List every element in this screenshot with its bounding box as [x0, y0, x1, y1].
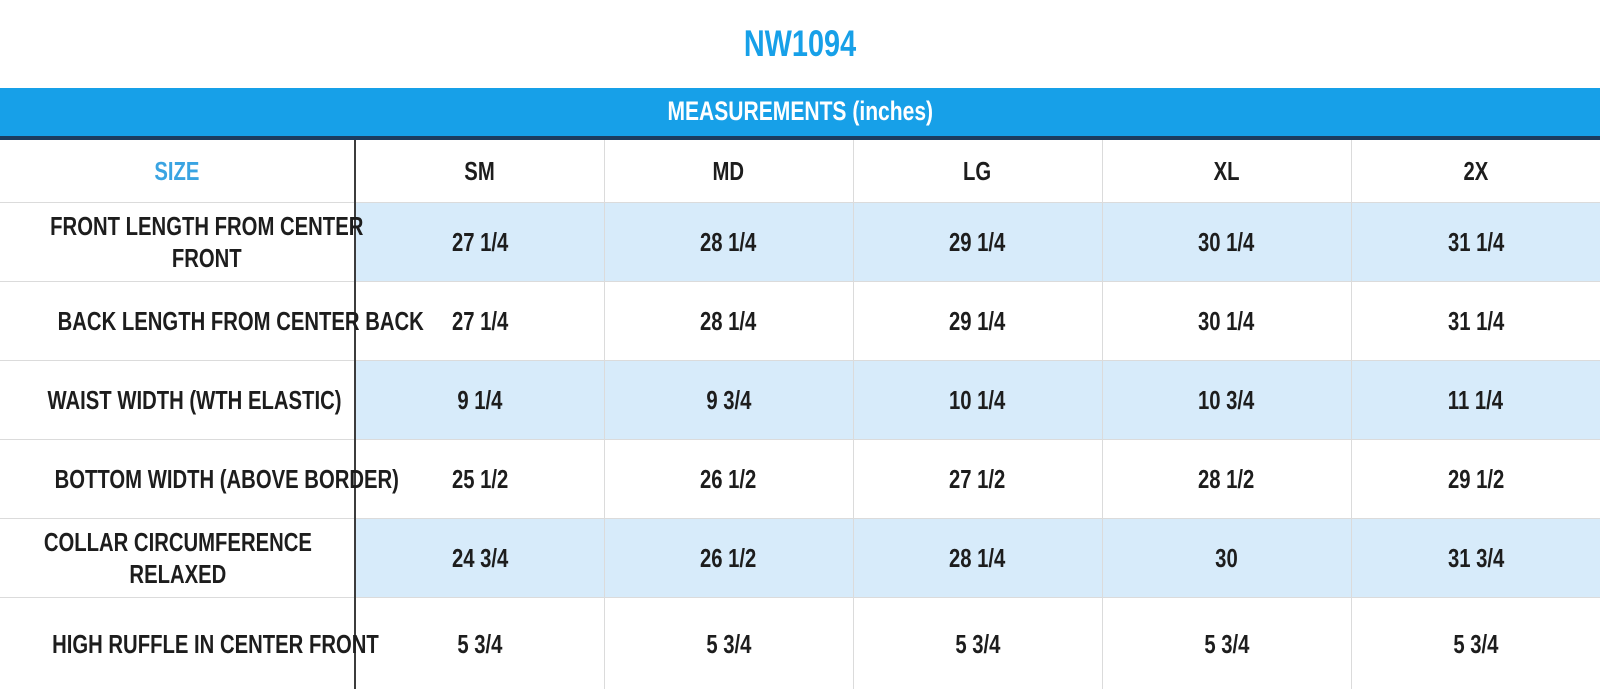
measurement-cell: 28 1/4 [603, 281, 853, 361]
measurement-value: 27 1/4 [451, 305, 508, 336]
row-label: FRONT LENGTH FROM CENTER FRONT [50, 210, 364, 274]
table-row-bottom-width: BOTTOM WIDTH (ABOVE BORDER) 25 1/2 26 1/… [0, 439, 1600, 519]
row-label: COLLAR CIRCUMFERENCE RELAXED [43, 526, 312, 590]
measurement-cell: 31 1/4 [1350, 281, 1600, 361]
measurement-cell: 27 1/4 [354, 281, 604, 361]
measurement-cell: 27 1/4 [354, 202, 604, 282]
measurement-cell: 31 1/4 [1350, 202, 1600, 282]
measurement-value: 10 1/4 [949, 384, 1006, 415]
measurement-value: 5 3/4 [1203, 628, 1250, 659]
column-header-md: MD [603, 138, 853, 203]
measurement-value: 31 1/4 [1447, 305, 1504, 336]
measurement-cell: 5 3/4 [852, 597, 1102, 689]
banner-title: MEASUREMENTS (inches) [667, 96, 933, 127]
column-label: MD [712, 155, 745, 186]
measurement-value: 30 [1215, 542, 1238, 573]
measurement-cell: 29 1/4 [852, 202, 1102, 282]
banner-row: MEASUREMENTS (inches) [0, 88, 1600, 140]
measurement-value: 28 1/2 [1198, 463, 1255, 494]
measurement-cell: 26 1/2 [603, 518, 853, 598]
row-label-cell: BOTTOM WIDTH (ABOVE BORDER) [0, 439, 399, 519]
measurement-value: 26 1/2 [700, 542, 757, 573]
measurement-value: 31 1/4 [1447, 226, 1504, 257]
column-label: LG [963, 155, 992, 186]
measurement-cell: 28 1/4 [852, 518, 1102, 598]
size-corner-header: SIZE [0, 138, 355, 203]
row-label-cell: BACK LENGTH FROM CENTER BACK [0, 281, 424, 361]
measurement-cell: 24 3/4 [354, 518, 604, 598]
measurement-value: 11 1/4 [1448, 384, 1504, 415]
measurement-value: 5 3/4 [954, 628, 1001, 659]
measurement-cell: 27 1/2 [852, 439, 1102, 519]
measurement-cell: 25 1/2 [354, 439, 604, 519]
table-row-back-length: BACK LENGTH FROM CENTER BACK 27 1/4 28 1… [0, 281, 1600, 361]
row-label-cell: WAIST WIDTH (WTH ELASTIC) [0, 360, 355, 440]
table-row-front-length: FRONT LENGTH FROM CENTER FRONT 27 1/4 28… [0, 202, 1600, 282]
column-label: 2X [1463, 155, 1489, 186]
measurement-cell: 10 1/4 [852, 360, 1102, 440]
measurement-value: 26 1/2 [700, 463, 757, 494]
table-row-high-ruffle: HIGH RUFFLE IN CENTER FRONT 5 3/4 5 3/4 … [0, 597, 1600, 689]
measurement-cell: 5 3/4 [1350, 597, 1600, 689]
measurement-value: 25 1/2 [451, 463, 508, 494]
measurement-value: 29 1/4 [949, 226, 1006, 257]
measurement-value: 30 1/4 [1198, 226, 1255, 257]
column-header-sm: SM [354, 138, 604, 203]
measurement-cell: 9 3/4 [603, 360, 853, 440]
column-header-2x: 2X [1350, 138, 1600, 203]
measurement-cell: 29 1/2 [1350, 439, 1600, 519]
measurement-cell: 30 1/4 [1101, 281, 1351, 361]
row-label: BACK LENGTH FROM CENTER BACK [57, 305, 424, 336]
measurement-cell: 5 3/4 [1101, 597, 1351, 689]
measurement-cell: 31 3/4 [1350, 518, 1600, 598]
measurement-value: 9 1/4 [457, 384, 503, 415]
measurement-cell: 28 1/2 [1101, 439, 1351, 519]
column-header-xl: XL [1101, 138, 1351, 203]
measurement-value: 27 1/4 [451, 226, 508, 257]
title-area: NW1094 [0, 0, 1600, 88]
row-label: WAIST WIDTH (WTH ELASTIC) [47, 384, 342, 415]
measurement-value: 9 3/4 [705, 384, 752, 415]
measurement-cell: 5 3/4 [354, 597, 604, 689]
measurement-value: 31 3/4 [1447, 542, 1504, 573]
column-header-row: SIZE SM MD LG XL 2X [0, 138, 1600, 203]
row-label: HIGH RUFFLE IN CENTER FRONT [52, 628, 379, 659]
column-label: SM [464, 155, 495, 186]
measurement-cell: 9 1/4 [354, 360, 604, 440]
measurement-value: 30 1/4 [1198, 305, 1255, 336]
table-row-collar-circumference: COLLAR CIRCUMFERENCE RELAXED 24 3/4 26 1… [0, 518, 1600, 598]
measurements-table: MEASUREMENTS (inches) SIZE SM MD LG XL 2… [0, 88, 1600, 689]
measurement-value: 28 1/4 [949, 542, 1006, 573]
measurement-cell: 29 1/4 [852, 281, 1102, 361]
measurement-value: 29 1/2 [1447, 463, 1504, 494]
size-corner-label: SIZE [154, 155, 200, 186]
measurement-value: 5 3/4 [1453, 628, 1499, 659]
measurement-cell: 26 1/2 [603, 439, 853, 519]
row-label-cell: HIGH RUFFLE IN CENTER FRONT [0, 597, 379, 689]
measurement-value: 10 3/4 [1198, 384, 1255, 415]
measurement-cell: 28 1/4 [603, 202, 853, 282]
measurement-value: 5 3/4 [457, 628, 503, 659]
measurement-cell: 30 [1101, 518, 1351, 598]
measurement-value: 5 3/4 [705, 628, 752, 659]
row-label: BOTTOM WIDTH (ABOVE BORDER) [54, 463, 399, 494]
measurement-cell: 30 1/4 [1101, 202, 1351, 282]
banner-cell: MEASUREMENTS (inches) [0, 88, 1600, 140]
measurement-cell: 5 3/4 [603, 597, 853, 689]
measurement-value: 24 3/4 [451, 542, 508, 573]
measurement-cell: 10 3/4 [1101, 360, 1351, 440]
row-label-cell: FRONT LENGTH FROM CENTER FRONT [0, 202, 363, 282]
row-label-cell: COLLAR CIRCUMFERENCE RELAXED [0, 518, 355, 598]
column-label: XL [1213, 155, 1240, 186]
measurement-value: 28 1/4 [700, 226, 757, 257]
measurement-cell: 11 1/4 [1350, 360, 1600, 440]
measurement-value: 28 1/4 [700, 305, 757, 336]
column-header-lg: LG [852, 138, 1102, 203]
table-row-waist-width: WAIST WIDTH (WTH ELASTIC) 9 1/4 9 3/4 10… [0, 360, 1600, 440]
measurement-value: 27 1/2 [949, 463, 1006, 494]
page-title: NW1094 [743, 22, 857, 64]
measurement-value: 29 1/4 [949, 305, 1006, 336]
